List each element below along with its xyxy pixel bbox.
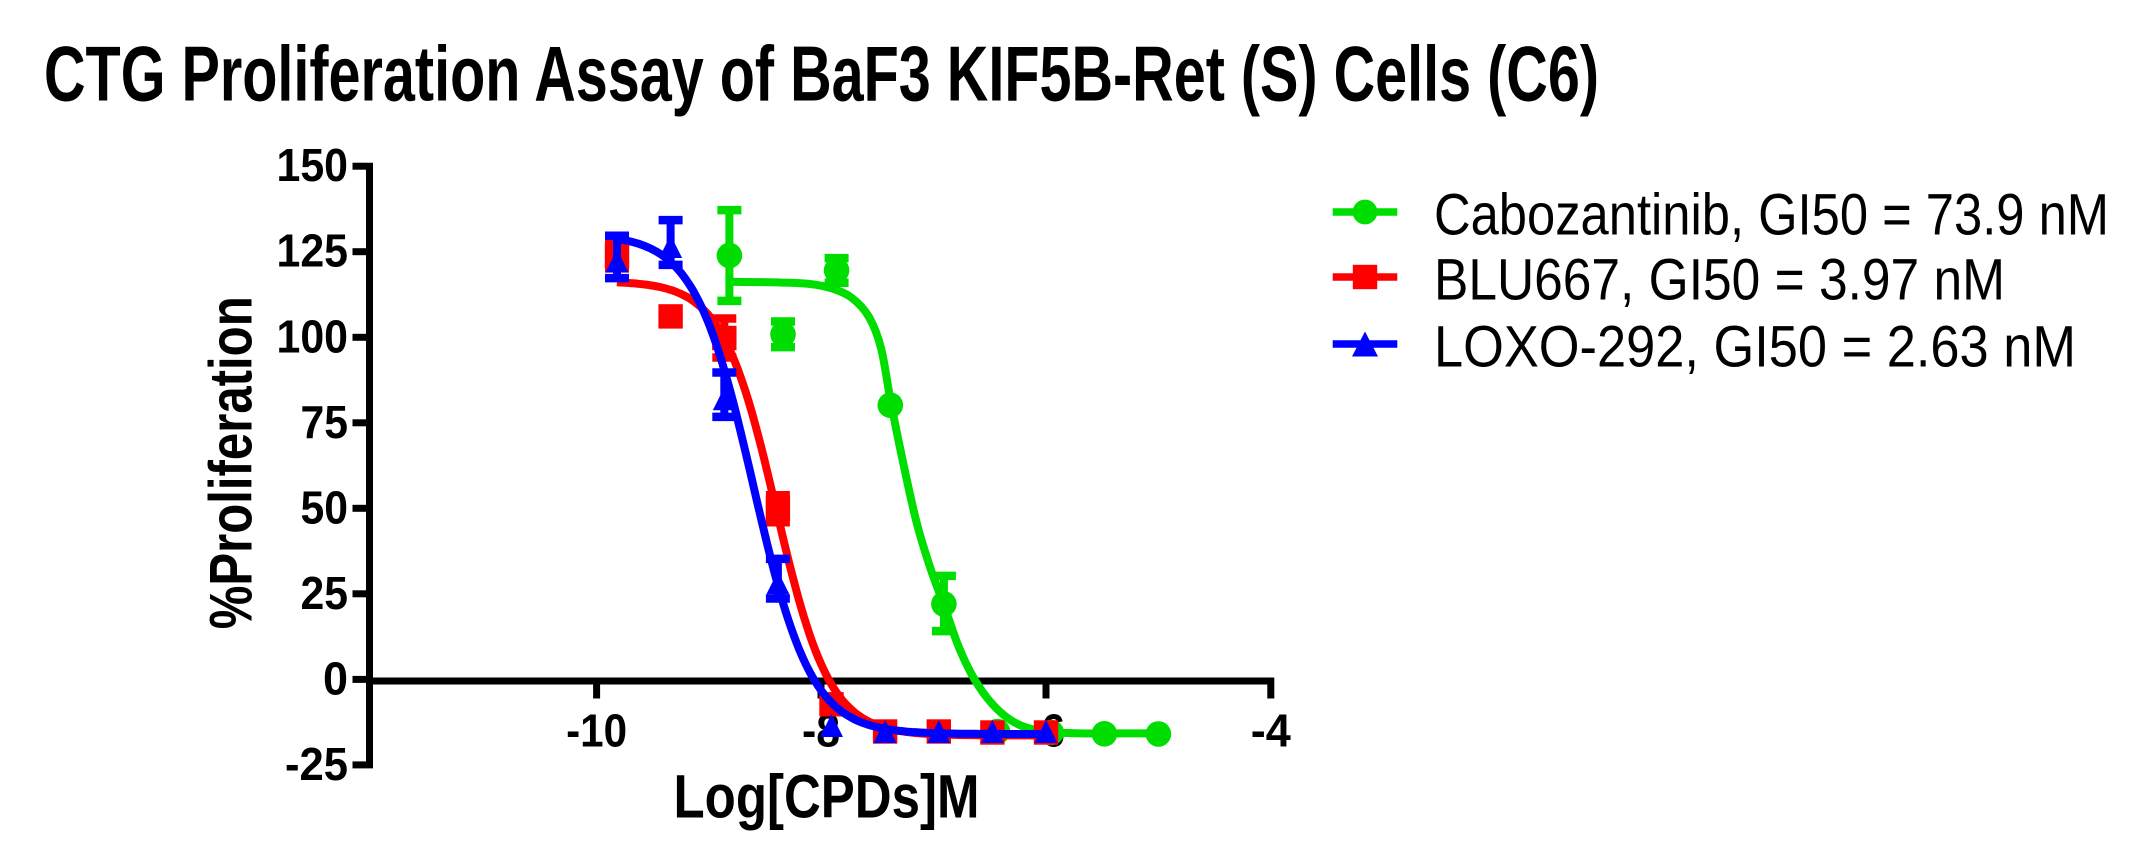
svg-text:Log[CPDs]M: Log[CPDs]M (674, 763, 980, 831)
svg-text:CTG Proliferation Assay of BaF: CTG Proliferation Assay of BaF3 KIF5B-Re… (44, 29, 1599, 117)
svg-text:-25: -25 (285, 738, 348, 790)
svg-text:%Proliferation: %Proliferation (198, 296, 265, 629)
svg-text:BLU667, GI50 = 3.97 nM: BLU667, GI50 = 3.97 nM (1434, 248, 2005, 313)
svg-text:75: 75 (301, 396, 349, 448)
svg-text:25: 25 (301, 567, 349, 619)
svg-text:-10: -10 (566, 705, 627, 757)
svg-text:50: 50 (301, 481, 349, 533)
svg-text:-4: -4 (1251, 705, 1291, 757)
svg-text:Cabozantinib, GI50 = 73.9 nM: Cabozantinib, GI50 = 73.9 nM (1434, 183, 2109, 248)
svg-text:LOXO-292, GI50 = 2.63 nM: LOXO-292, GI50 = 2.63 nM (1434, 315, 2076, 380)
svg-text:100: 100 (277, 310, 349, 362)
svg-text:150: 150 (277, 139, 349, 191)
svg-text:0: 0 (323, 652, 348, 704)
svg-text:125: 125 (277, 225, 349, 277)
